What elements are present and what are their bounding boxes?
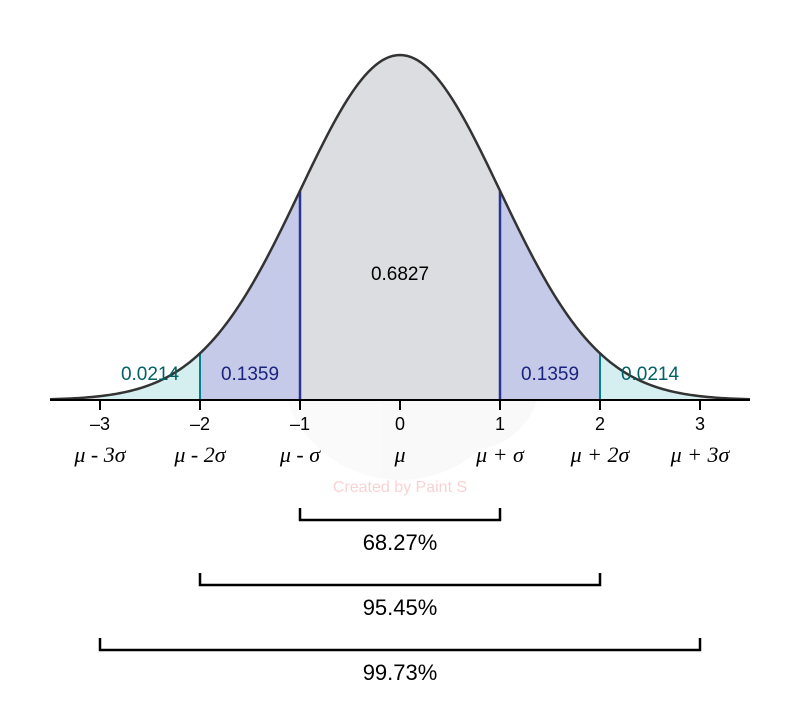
mu-label: μ <box>393 442 405 467</box>
normal-distribution-diagram: –3 –2 –1 0 1 2 3 μ - 3σ μ - 2σ μ - σ μ μ + σ μ + 2σ… <box>0 0 800 704</box>
tick-label: 3 <box>695 414 705 434</box>
tick-label: 0 <box>395 414 405 434</box>
prob-blue-right: 0.1359 <box>521 364 579 385</box>
prob-teal-right: 0.0214 <box>621 364 680 385</box>
mu-sigma-labels: μ - 3σ μ - 2σ μ - σ μ μ + σ μ + 2σ μ + 3σ <box>73 442 730 467</box>
tick-label: 1 <box>495 414 505 434</box>
bell-curve-fill <box>50 55 750 400</box>
mu-label: μ + 2σ <box>570 442 631 467</box>
range-brackets: 68.27% 95.45% 99.73% <box>100 508 700 685</box>
prob-center: 0.6827 <box>371 264 429 285</box>
mu-label: μ - 3σ <box>73 442 126 467</box>
watermark-text: Created by Paint S <box>333 479 467 496</box>
range-bracket <box>100 638 700 650</box>
mu-label: μ - 2σ <box>173 442 226 467</box>
prob-teal-left: 0.0214 <box>121 364 180 385</box>
tick-label: –1 <box>290 414 310 434</box>
tick-label: –2 <box>190 414 210 434</box>
mu-label: μ - σ <box>279 442 321 467</box>
tick-label: 2 <box>595 414 605 434</box>
range-percent: 99.73% <box>363 660 438 685</box>
mu-label: μ + 3σ <box>670 442 731 467</box>
tick-label: –3 <box>90 414 110 434</box>
prob-blue-left: 0.1359 <box>221 364 279 385</box>
range-percent: 68.27% <box>363 530 438 555</box>
range-bracket <box>300 508 500 520</box>
range-percent: 95.45% <box>363 595 438 620</box>
mu-label: μ + σ <box>475 442 525 467</box>
range-bracket <box>200 573 600 585</box>
